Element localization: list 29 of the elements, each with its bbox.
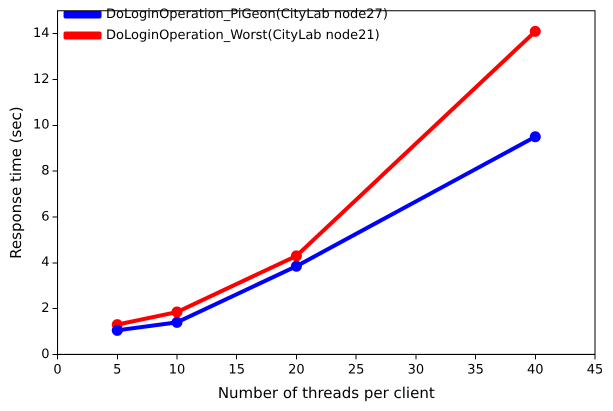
x-tick-label: 5 xyxy=(113,362,122,378)
x-tick-label: 40 xyxy=(527,362,544,378)
point xyxy=(290,250,302,262)
x-tick-label: 30 xyxy=(408,362,424,378)
y-tick-label: 0 xyxy=(41,346,50,362)
y-tick-label: 4 xyxy=(41,255,50,270)
y-tick-label: 2 xyxy=(41,300,50,316)
x-tick-label: 25 xyxy=(348,362,364,378)
y-tick-label: 10 xyxy=(32,118,50,133)
y-tick-label: 14 xyxy=(32,26,50,42)
point xyxy=(530,26,541,37)
x-tick-label: 35 xyxy=(467,362,484,378)
x-tick-label: 20 xyxy=(288,362,305,378)
legend-label: DoLoginOperation_Worst(CityLab node21) xyxy=(106,28,380,43)
y-tick-label: 6 xyxy=(41,209,50,224)
point xyxy=(112,324,123,336)
point xyxy=(171,306,182,318)
x-tick-label: 15 xyxy=(228,362,245,378)
point xyxy=(290,260,302,272)
x-tick-label: 45 xyxy=(586,362,604,378)
x-axis-title: Number of threads per client xyxy=(218,384,435,402)
y-axis-title: Response time (sec) xyxy=(6,106,25,259)
x-tick-label: 10 xyxy=(168,362,186,378)
point xyxy=(530,131,541,142)
point xyxy=(171,316,182,328)
legend-label: DoLoginOperation_PiGeon(CityLab node27) xyxy=(106,6,388,22)
y-tick-label: 12 xyxy=(32,72,50,87)
y-tick-label: 8 xyxy=(41,164,50,179)
x-tick-label: 0 xyxy=(53,362,62,378)
